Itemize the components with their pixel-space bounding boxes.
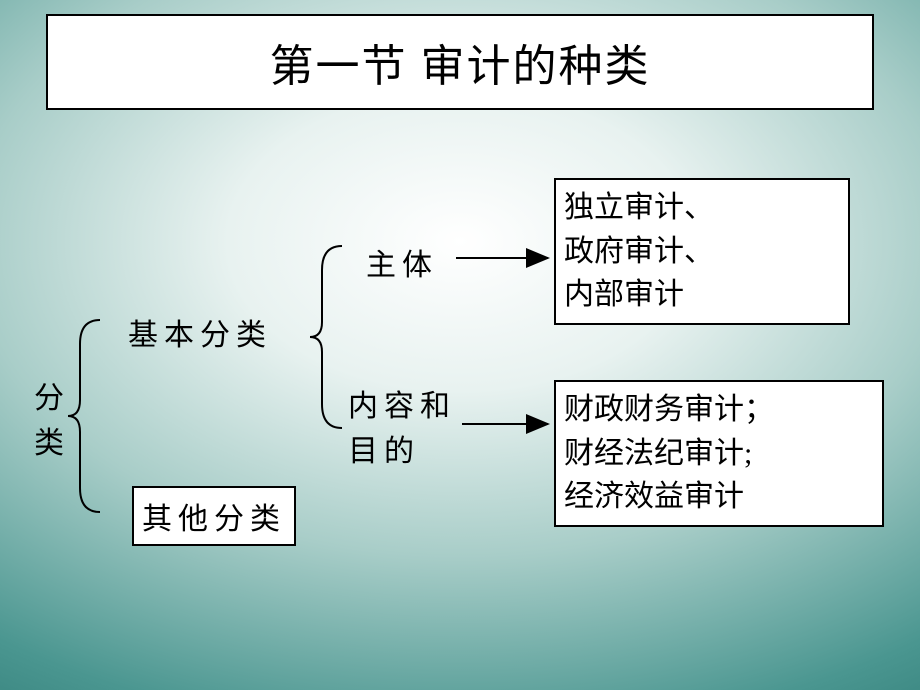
- node-content-purpose: 内容和 目的: [348, 384, 456, 474]
- node-subject: 主体: [366, 240, 438, 284]
- slide-title-box: 第一节 审计的种类: [46, 14, 874, 110]
- slide-title: 第一节 审计的种类: [270, 30, 651, 94]
- node-root: 分 类: [34, 376, 64, 466]
- node-basic-category: 基本分类: [128, 310, 272, 354]
- node-subject-items: 独立审计、 政府审计、 内部审计: [554, 178, 850, 325]
- node-content-items: 财政财务审计； 财经法纪审计; 经济效益审计: [554, 380, 884, 527]
- node-other-category: 其他分类: [132, 486, 296, 546]
